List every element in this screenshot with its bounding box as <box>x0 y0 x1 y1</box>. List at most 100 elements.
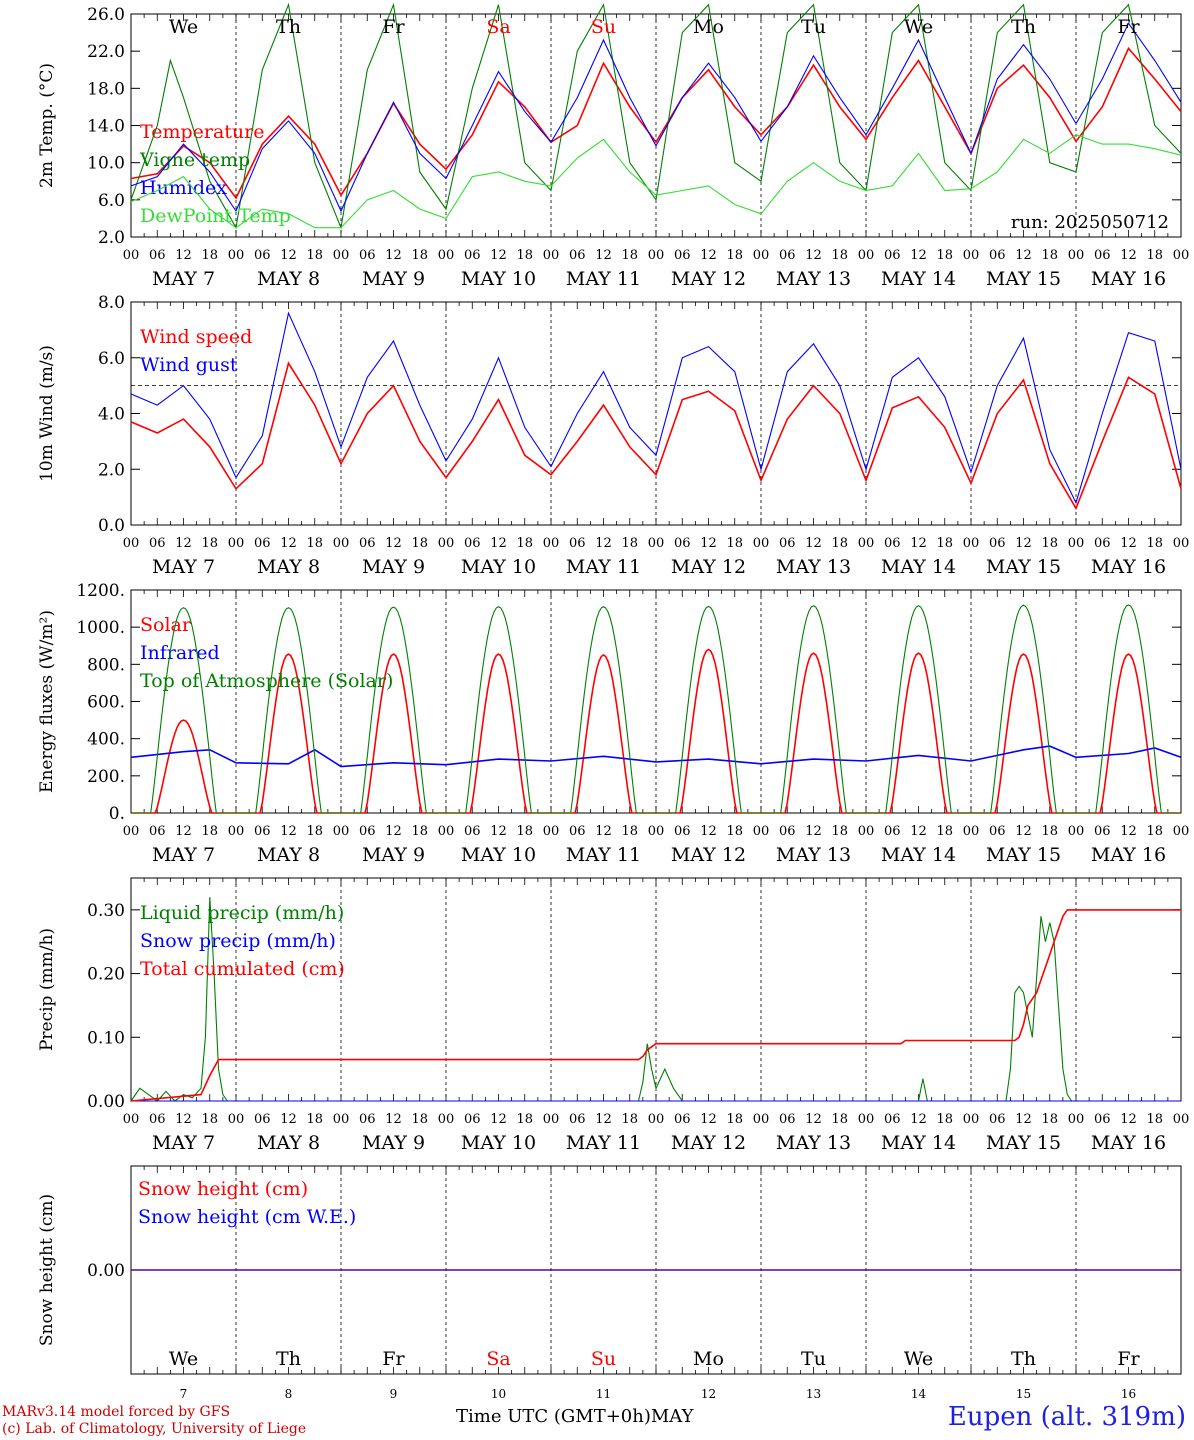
hour-label: 06 <box>779 1112 796 1127</box>
weekday-label-top: Th <box>276 16 301 38</box>
y-tick-label: 2.0 <box>98 460 125 480</box>
hour-label: 00 <box>1068 248 1085 263</box>
hour-label: 18 <box>411 248 428 263</box>
hour-label: 00 <box>963 248 980 263</box>
hour-label: 06 <box>989 1112 1006 1127</box>
hour-label: 00 <box>543 1112 560 1127</box>
station-name: Eupen (alt. 319m) <box>947 1402 1186 1432</box>
hour-label: 00 <box>858 536 875 551</box>
y-tick-label: 0.10 <box>87 1028 125 1048</box>
weekday-label-bottom: Su <box>591 1348 616 1370</box>
energy-frame <box>130 589 1182 814</box>
day-number-label: 15 <box>1016 1387 1031 1401</box>
weekday-label-top: We <box>904 16 933 38</box>
hour-label: 00 <box>123 824 140 839</box>
hour-label: 18 <box>726 1112 743 1127</box>
y-tick-label: 600. <box>87 693 125 713</box>
hour-label: 12 <box>700 248 717 263</box>
weekday-label-bottom: We <box>904 1348 933 1370</box>
y-tick-label: 200. <box>87 767 125 787</box>
hour-label: 12 <box>1120 248 1137 263</box>
hour-label: 18 <box>621 536 638 551</box>
hour-label: 06 <box>149 248 166 263</box>
hour-label: 18 <box>831 536 848 551</box>
hour-label: 12 <box>1015 824 1032 839</box>
weekday-label-top: Fr <box>382 16 405 38</box>
date-label: MAY 15 <box>986 268 1061 290</box>
hour-label: 00 <box>753 248 770 263</box>
hour-label: 00 <box>228 536 245 551</box>
y-axis-label: Precip (mm/h) <box>37 928 57 1051</box>
hour-label: 00 <box>648 1112 665 1127</box>
hour-label: 00 <box>1173 536 1190 551</box>
hour-label: 06 <box>674 248 691 263</box>
run-label: run: 2025050712 <box>1011 212 1169 233</box>
snow-panel: 0.00 Snow height (cm) Snow height (cm) Snow… <box>37 1165 1182 1375</box>
legend-entry: Wind speed <box>140 326 252 348</box>
x-axis-title: Time UTC (GMT+0h)MAY <box>456 1406 694 1427</box>
hour-label: 00 <box>228 248 245 263</box>
hour-label: 12 <box>175 824 192 839</box>
date-label: MAY 11 <box>566 268 641 290</box>
y-tick-label: 2.0 <box>98 228 125 248</box>
hour-label: 06 <box>1094 536 1111 551</box>
y-axis-label: 2m Temp. (°C) <box>37 63 57 188</box>
hour-label: 18 <box>1146 1112 1163 1127</box>
date-label: MAY 10 <box>461 844 536 866</box>
hour-label: 18 <box>621 824 638 839</box>
hour-label: 18 <box>936 824 953 839</box>
legend-entry: Vigne temp <box>139 149 250 171</box>
hour-label: 06 <box>1094 248 1111 263</box>
date-label: MAY 13 <box>776 556 851 578</box>
hour-label: 00 <box>228 1112 245 1127</box>
hour-label: 00 <box>753 1112 770 1127</box>
legend-entry: Snow height (cm W.E.) <box>138 1206 356 1228</box>
weekday-label-top: Fr <box>1117 16 1140 38</box>
hour-label: 06 <box>359 536 376 551</box>
energy-panel: 0. 200. 400. 600. 800. 1000. 1200. Energy fluxe… <box>37 581 1189 866</box>
hour-label: 18 <box>1041 1112 1058 1127</box>
weekday-label-bottom: Sa <box>486 1348 510 1370</box>
hour-label: 18 <box>411 824 428 839</box>
date-label: MAY 11 <box>566 844 641 866</box>
hour-label: 18 <box>726 248 743 263</box>
hour-label: 18 <box>1041 824 1058 839</box>
weekday-label-top: Sa <box>486 16 510 38</box>
date-label: MAY 10 <box>461 556 536 578</box>
hour-label: 18 <box>306 248 323 263</box>
lab-credit: (c) Lab. of Climatology, University of L… <box>2 1421 307 1437</box>
hour-label: 12 <box>595 536 612 551</box>
model-credit: MARv3.14 model forced by GFS <box>2 1404 231 1420</box>
hour-label: 12 <box>280 536 297 551</box>
date-label: MAY 15 <box>986 556 1061 578</box>
precip-series-line <box>130 909 1181 1102</box>
hour-label: 06 <box>464 248 481 263</box>
hour-label: 06 <box>254 824 271 839</box>
day-number-label: 13 <box>806 1387 821 1401</box>
hour-label: 00 <box>333 824 350 839</box>
hour-label: 12 <box>910 248 927 263</box>
hour-label: 06 <box>674 1112 691 1127</box>
hour-label: 18 <box>201 1112 218 1127</box>
date-label: MAY 9 <box>362 844 425 866</box>
weekday-label-bottom: Mo <box>693 1348 724 1370</box>
day-number-label: 14 <box>911 1387 927 1401</box>
day-number-label: 9 <box>390 1387 398 1401</box>
day-number-label: 12 <box>701 1387 716 1401</box>
hour-label: 18 <box>1146 824 1163 839</box>
hour-label: 00 <box>963 536 980 551</box>
hour-label: 18 <box>201 824 218 839</box>
y-axis-label: 10m Wind (m/s) <box>37 345 57 482</box>
hour-label: 18 <box>1041 536 1058 551</box>
hour-label: 12 <box>1120 824 1137 839</box>
hour-label: 06 <box>254 248 271 263</box>
hour-label: 12 <box>1015 248 1032 263</box>
hour-label: 06 <box>149 536 166 551</box>
hour-label: 06 <box>989 248 1006 263</box>
date-label: MAY 8 <box>257 1132 320 1154</box>
hour-label: 12 <box>490 824 507 839</box>
hour-label: 12 <box>490 1112 507 1127</box>
weekday-label-bottom: Fr <box>382 1348 405 1370</box>
hour-label: 18 <box>936 248 953 263</box>
